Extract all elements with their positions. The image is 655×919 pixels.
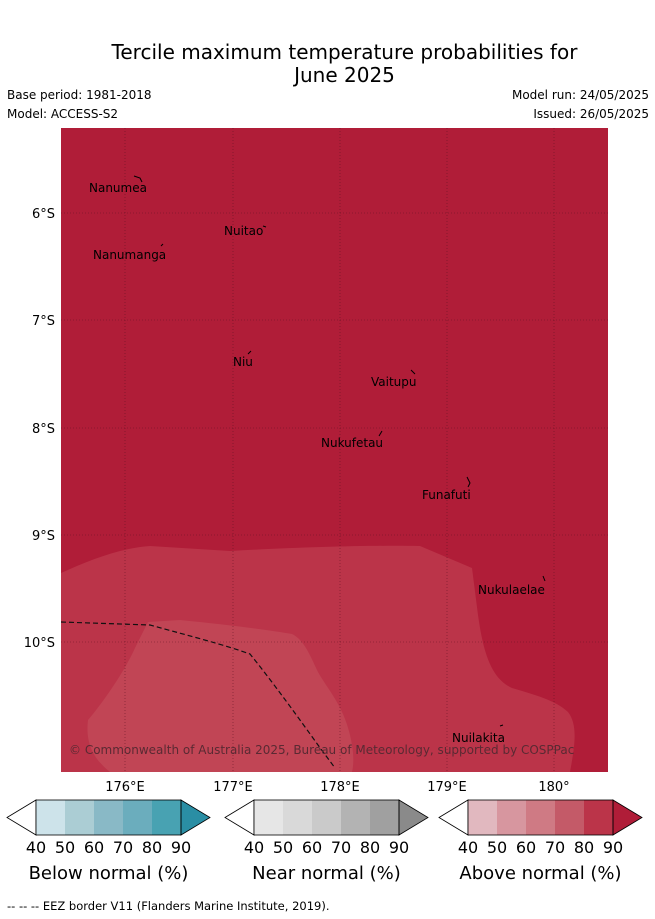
- lon-label-176e: 176°E: [105, 780, 145, 795]
- place-funafuti: Funafuti: [422, 488, 471, 502]
- colorbar-above-outline: [467, 799, 614, 836]
- eez-border: [60, 621, 336, 769]
- colorbar-below-swatch-0: [36, 800, 65, 835]
- map-title: Tercile maximum temperature probabilitie…: [0, 41, 655, 87]
- colorbar-above-tick-80: 80: [574, 838, 594, 857]
- colorbar-above-tick-50: 50: [487, 838, 507, 857]
- atoll-nanumea: [133, 175, 143, 183]
- atoll-outlines: [133, 175, 546, 727]
- colorbar-above-high-extend: [612, 799, 643, 836]
- colorbar-near-swatch-2: [312, 800, 341, 835]
- place-nuitao: Nuitao: [224, 224, 263, 238]
- colorbar-near-tick-80: 80: [360, 838, 380, 857]
- gridlines: [61, 128, 608, 772]
- lon-label-177e: 177°E: [213, 780, 253, 795]
- atoll-nuitao: [262, 225, 267, 228]
- colorbar-above-tick-40: 40: [458, 838, 478, 857]
- colorbar-above-swatch-1: [497, 800, 526, 835]
- lat-label-7s: 7°S: [32, 314, 55, 329]
- colorbar-near-outline: [253, 799, 400, 836]
- colorbar-below-tick-80: 80: [142, 838, 162, 857]
- colorbar-near-swatch-0: [254, 800, 283, 835]
- colorbar-below-tick-50: 50: [55, 838, 75, 857]
- lon-label-180: 180°: [538, 780, 569, 795]
- colorbar-above-swatch-3: [555, 800, 584, 835]
- model-run: Model run: 24/05/2025: [511, 88, 649, 102]
- colorbar-above-tick-90: 90: [603, 838, 623, 857]
- colorbar-below-tick-70: 70: [113, 838, 133, 857]
- eez-legend-note: -- -- -- EEZ border V11 (Flanders Marine…: [7, 899, 330, 913]
- place-nanumea: Nanumea: [89, 181, 147, 195]
- lat-label-10s: 10°S: [24, 636, 55, 651]
- base-period: Base period: 1981-2018: [7, 88, 152, 102]
- colorbar-above-tick-70: 70: [545, 838, 565, 857]
- lon-label-178e: 178°E: [320, 780, 360, 795]
- place-nukufetau: Nukufetau: [321, 436, 383, 450]
- colorbar-above-swatch-0: [468, 800, 497, 835]
- place-niu: Niu: [233, 355, 253, 369]
- lat-label-9s: 9°S: [32, 529, 55, 544]
- colorbar-near-low-extend: [224, 799, 255, 836]
- title-line-1: Tercile maximum temperature probabilitie…: [111, 40, 578, 64]
- atoll-nuilakita: [499, 724, 504, 727]
- place-nukulaelae: Nukulaelae: [478, 583, 545, 597]
- lon-label-179e: 179°E: [427, 780, 467, 795]
- copyright-notice: © Commonwealth of Australia 2025, Bureau…: [69, 743, 574, 757]
- colorbar-below-swatch-4: [152, 800, 181, 835]
- colorbar-below-swatch-3: [123, 800, 152, 835]
- colorbar-above-label: Above normal (%): [459, 863, 622, 884]
- colorbar-near-tick-60: 60: [302, 838, 322, 857]
- region-above-70: [87, 620, 354, 772]
- colorbar-near-swatch-4: [370, 800, 399, 835]
- colorbar-above-low-extend: [438, 799, 469, 836]
- colorbar-near-tick-40: 40: [244, 838, 264, 857]
- colorbar-above-swatch-2: [526, 800, 555, 835]
- colorbar-below-tick-90: 90: [171, 838, 191, 857]
- lat-label-6s: 6°S: [32, 207, 55, 222]
- colorbar-near-swatch-1: [283, 800, 312, 835]
- colorbar-below-tick-40: 40: [26, 838, 46, 857]
- place-nanumanga: Nanumanga: [93, 248, 166, 262]
- colorbar-below-high-extend: [180, 799, 211, 836]
- atoll-nanumanga: [160, 243, 164, 247]
- colorbar-below-swatch-1: [65, 800, 94, 835]
- atoll-vaitupu: [410, 369, 416, 375]
- colorbar-above-swatch-4: [584, 800, 613, 835]
- colorbar-below-swatch-2: [94, 800, 123, 835]
- colorbar-near-tick-70: 70: [331, 838, 351, 857]
- lat-label-8s: 8°S: [32, 422, 55, 437]
- title-line-2: June 2025: [294, 63, 395, 87]
- colorbars: 40 50 60 70 80 90 40 50 60 70 80 90 40 50 60 70 80 90: [6, 799, 643, 857]
- colorbar-below-label: Below normal (%): [28, 863, 189, 884]
- atoll-nukulaelae: [542, 575, 546, 582]
- model-name: Model: ACCESS-S2: [7, 107, 119, 121]
- colorbar-near-swatch-3: [341, 800, 370, 835]
- colorbar-near-high-extend: [398, 799, 429, 836]
- atoll-nukufetau: [378, 430, 383, 437]
- atoll-niu: [247, 350, 252, 355]
- colorbar-near-tick-90: 90: [389, 838, 409, 857]
- atoll-funafuti: [466, 476, 471, 488]
- issued-date: Issued: 26/05/2025: [533, 107, 649, 121]
- colorbar-above-tick-60: 60: [516, 838, 536, 857]
- colorbar-below-outline: [35, 799, 182, 836]
- place-nuilakita: Nuilakita: [452, 731, 505, 745]
- place-vaitupu: Vaitupu: [371, 375, 417, 389]
- colorbar-below-low-extend: [6, 799, 37, 836]
- colorbar-below-tick-60: 60: [84, 838, 104, 857]
- colorbar-near-tick-50: 50: [273, 838, 293, 857]
- colorbar-near-label: Near normal (%): [252, 863, 401, 884]
